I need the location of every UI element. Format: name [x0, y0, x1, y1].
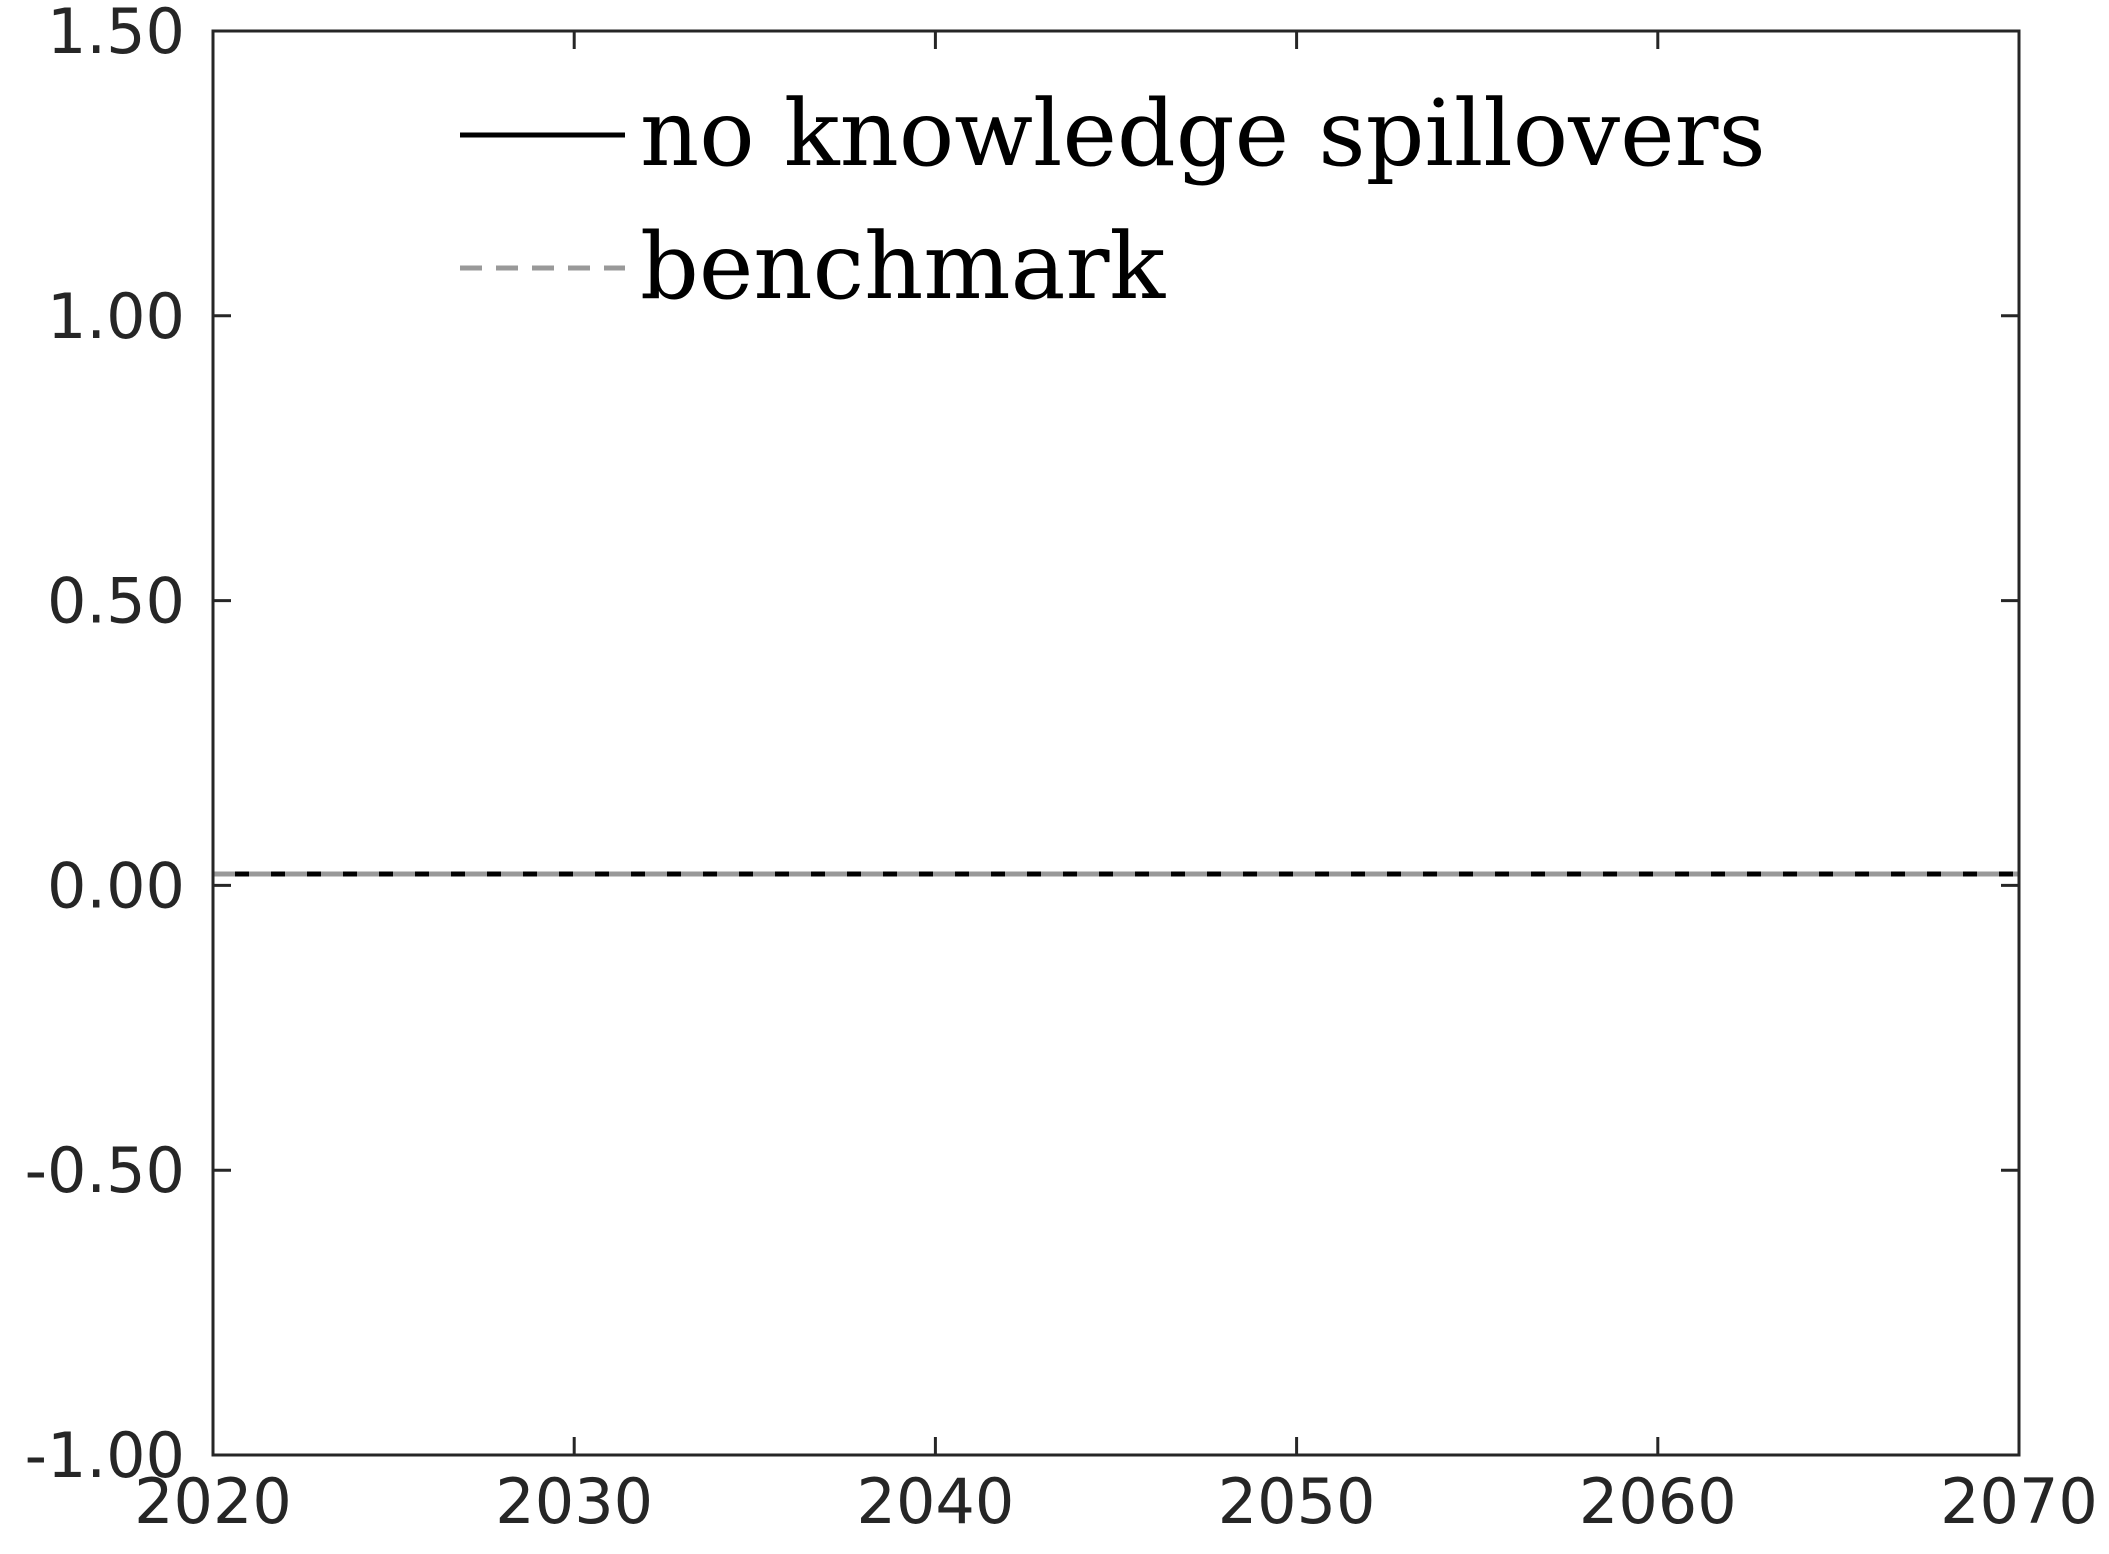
- x-tick-label: 2050: [1218, 1465, 1376, 1538]
- y-tick-label: 1.00: [47, 280, 185, 353]
- tick-layer: 2020 2030 2040 2050 2060 2070 -1.00 -0.50 0.00 0.…: [25, 0, 2098, 1538]
- x-tick-label: 2020: [134, 1465, 292, 1538]
- y-tick-label: 0.00: [47, 849, 185, 922]
- y-tick-label: 1.50: [47, 0, 185, 68]
- y-tick-label: -1.00: [25, 1419, 185, 1492]
- x-tick-label: 2060: [1579, 1465, 1737, 1538]
- legend-label-0: no knowledge spillovers: [640, 80, 1766, 187]
- x-tick-label: 2030: [495, 1465, 653, 1538]
- plot-frame: [211, 29, 2021, 1457]
- legend: no knowledge spillovers benchmark: [460, 80, 1766, 320]
- legend-label-1: benchmark: [640, 213, 1166, 320]
- x-tick-label: 2070: [1940, 1465, 2098, 1538]
- y-tick-label: -0.50: [25, 1134, 185, 1207]
- x-tick-label: 2040: [857, 1465, 1015, 1538]
- y-tick-label: 0.50: [47, 565, 185, 638]
